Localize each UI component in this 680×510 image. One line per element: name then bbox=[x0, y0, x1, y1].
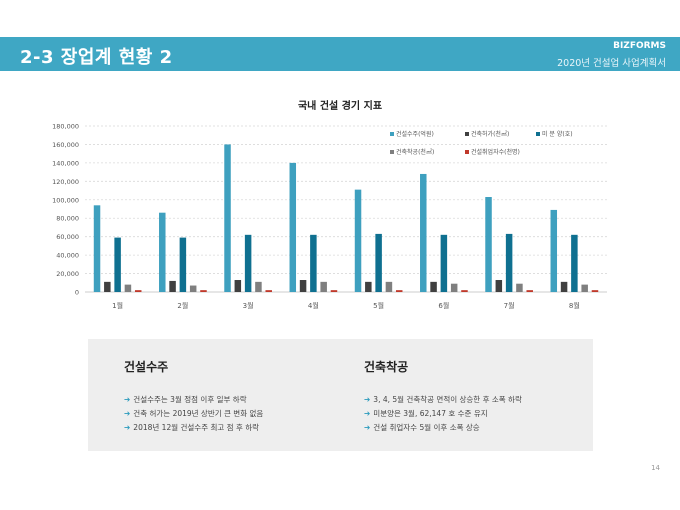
bar bbox=[581, 284, 588, 292]
page-title: 2-3 장업계 현황 2 bbox=[20, 47, 173, 68]
bar bbox=[234, 280, 242, 292]
x-tick-label: 1월 bbox=[112, 301, 123, 310]
arrow-right-icon: ➔ bbox=[124, 395, 131, 404]
summary-right-title: 건축착공 bbox=[364, 360, 409, 374]
list-item: ➔ 건설 취업자수 5월 이후 소폭 상승 bbox=[364, 423, 480, 432]
bar bbox=[159, 212, 166, 292]
y-tick-label: 160,000 bbox=[52, 141, 79, 149]
y-tick-label: 80,000 bbox=[56, 215, 79, 223]
legend-swatch bbox=[465, 150, 469, 154]
bar bbox=[385, 281, 393, 292]
arrow-right-icon: ➔ bbox=[124, 423, 131, 432]
arrow-right-icon: ➔ bbox=[364, 395, 371, 404]
x-tick-label: 8월 bbox=[569, 301, 580, 310]
brand-name: BIZFORMS bbox=[613, 41, 666, 51]
x-tick-label: 2월 bbox=[177, 301, 188, 310]
legend-label: 건설취업자수(천명) bbox=[471, 148, 520, 156]
bar bbox=[320, 281, 327, 292]
bar bbox=[200, 290, 207, 292]
chart-bars bbox=[93, 144, 599, 292]
y-tick-label: 140,000 bbox=[52, 159, 79, 167]
bar bbox=[395, 290, 403, 292]
list-item: ➔ 3, 4, 5월 건축착공 면적이 상승한 후 소폭 하락 bbox=[364, 395, 522, 404]
bar bbox=[255, 281, 262, 292]
bar bbox=[189, 285, 197, 292]
legend-swatch bbox=[390, 132, 394, 136]
summary-left-title: 건설수주 bbox=[124, 360, 169, 374]
arrow-right-icon: ➔ bbox=[364, 423, 371, 432]
legend-label: 건축착공(천㎡) bbox=[396, 148, 434, 156]
summary-panel: 건설수주 ➔ 건설수주는 3월 정점 이후 일부 하락 ➔ 건축 허가는 2019년… bbox=[88, 339, 593, 451]
bar bbox=[224, 144, 231, 292]
y-tick-label: 40,000 bbox=[56, 252, 79, 260]
list-item: ➔ 미분양은 3월, 62,147 호 수준 유지 bbox=[364, 409, 488, 418]
bar bbox=[169, 280, 176, 292]
construction-indicator-chart: 국내 건설 경기 지표 0 20,000 40,000 60,000 80,000 100… bbox=[52, 99, 607, 310]
bar bbox=[495, 280, 503, 292]
header-band bbox=[0, 37, 680, 71]
x-tick-label: 5월 bbox=[373, 301, 384, 310]
summary-right-column: 건축착공 ➔ 3, 4, 5월 건축착공 면적이 상승한 후 소폭 하락 ➔ 미분양… bbox=[364, 358, 522, 435]
bar bbox=[420, 173, 427, 292]
x-tick-label: 7월 bbox=[504, 301, 515, 310]
bar bbox=[244, 234, 252, 292]
bar bbox=[485, 197, 492, 292]
bar bbox=[560, 281, 568, 292]
summary-left-list: ➔ 건설수주는 3월 정점 이후 일부 하락 ➔ 건축 허가는 2019년 상반기 … bbox=[124, 393, 263, 435]
legend-label: 미 분 양(호) bbox=[542, 130, 573, 138]
arrow-right-icon: ➔ bbox=[124, 409, 131, 418]
bar bbox=[365, 281, 372, 292]
bar bbox=[265, 290, 272, 292]
bar bbox=[440, 234, 448, 292]
page-number: 14 bbox=[651, 464, 660, 472]
bar bbox=[461, 290, 468, 292]
bar bbox=[134, 290, 142, 292]
legend-swatch bbox=[536, 132, 540, 136]
summary-right-list: ➔ 3, 4, 5월 건축착공 면적이 상승한 후 소폭 하락 ➔ 미분양은 3월,… bbox=[364, 393, 522, 435]
legend-label: 건축허가(천㎡) bbox=[471, 130, 509, 138]
list-item: ➔ 2018년 12월 건설수주 최고 점 후 하락 bbox=[124, 423, 260, 432]
bar bbox=[114, 237, 121, 292]
bar bbox=[526, 290, 533, 292]
bar bbox=[450, 283, 458, 292]
list-item: ➔ 건축 허가는 2019년 상반기 큰 변화 없음 bbox=[124, 409, 264, 418]
list-item: ➔ 건설수주는 3월 정점 이후 일부 하락 bbox=[124, 395, 247, 404]
bar bbox=[179, 237, 187, 292]
chart-x-axis: 1월 2월 3월 4월 5월 6월 7월 8월 bbox=[112, 301, 580, 310]
y-tick-label: 20,000 bbox=[56, 270, 79, 278]
bar bbox=[550, 209, 558, 292]
bar bbox=[93, 205, 101, 292]
x-tick-label: 3월 bbox=[243, 301, 254, 310]
x-tick-label: 4월 bbox=[308, 301, 319, 310]
legend-label: 건설수주(억원) bbox=[396, 130, 434, 138]
chart-legend: 건설수주(억원) 건축허가(천㎡) 미 분 양(호) 건축착공(천㎡) 건설취업자수(천… bbox=[390, 130, 573, 156]
bar bbox=[310, 234, 317, 292]
bar bbox=[354, 189, 362, 292]
bar bbox=[104, 281, 111, 292]
bar bbox=[430, 281, 437, 292]
bar bbox=[124, 284, 132, 292]
chart-title: 국내 건설 경기 지표 bbox=[298, 99, 382, 112]
bar bbox=[505, 233, 513, 292]
y-tick-label: 120,000 bbox=[52, 178, 79, 186]
y-tick-label: 0 bbox=[75, 289, 79, 297]
summary-left-column: 건설수주 ➔ 건설수주는 3월 정점 이후 일부 하락 ➔ 건축 허가는 2019년… bbox=[124, 358, 263, 435]
bar bbox=[591, 290, 599, 292]
arrow-right-icon: ➔ bbox=[364, 409, 371, 418]
y-tick-label: 60,000 bbox=[56, 233, 79, 241]
x-tick-label: 6월 bbox=[438, 301, 449, 310]
legend-swatch bbox=[465, 132, 469, 136]
y-tick-label: 100,000 bbox=[52, 196, 79, 204]
bar bbox=[516, 283, 523, 292]
chart-y-axis: 0 20,000 40,000 60,000 80,000 100,000 120,000 1… bbox=[52, 123, 79, 297]
bar bbox=[375, 233, 382, 292]
bar bbox=[289, 162, 297, 292]
y-tick-label: 180,000 bbox=[52, 123, 79, 131]
legend-swatch bbox=[390, 150, 394, 154]
bar bbox=[571, 234, 578, 292]
bar bbox=[299, 280, 307, 292]
document-subtitle: 2020년 건설업 사업계획서 bbox=[557, 58, 666, 69]
bar bbox=[330, 290, 338, 292]
